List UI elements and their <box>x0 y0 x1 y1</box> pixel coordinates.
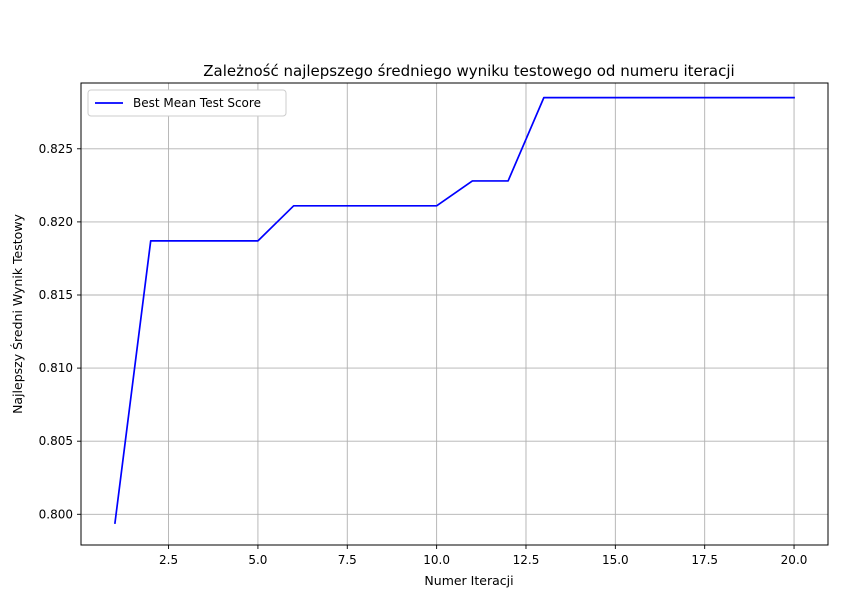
y-tick-label: 0.805 <box>39 434 73 448</box>
x-tick-label: 5.0 <box>248 553 267 567</box>
x-tick-label: 20.0 <box>781 553 808 567</box>
series-line <box>113 96 795 525</box>
axes-frame <box>80 82 829 546</box>
legend-box <box>87 89 287 117</box>
y-tick-label: 0.825 <box>39 142 73 156</box>
x-tick-label: 17.5 <box>691 553 718 567</box>
y-tick-label: 0.815 <box>39 288 73 302</box>
grid <box>81 83 828 545</box>
chart-title: Zależność najlepszego średniego wyniku t… <box>203 62 734 80</box>
y-tick-label: 0.800 <box>39 507 73 521</box>
x-axis-label: Numer Iteracji <box>424 573 513 588</box>
y-tick-label: 0.810 <box>39 361 73 375</box>
x-tick-label: 15.0 <box>602 553 629 567</box>
x-tick-label: 10.0 <box>423 553 450 567</box>
x-tick-label: 12.5 <box>513 553 540 567</box>
series-layer <box>113 96 795 525</box>
y-tick-label: 0.820 <box>39 215 73 229</box>
y-axis-label: Najlepszy Średni Wynik Testowy <box>10 213 25 413</box>
x-tick-label: 2.5 <box>159 553 178 567</box>
legend: Best Mean Test Score <box>87 89 287 117</box>
y-axis: 0.800 0.805 0.810 0.815 0.820 0.825 <box>39 142 81 521</box>
x-axis: 2.5 5.0 7.5 10.0 12.5 15.0 17.5 20.0 <box>159 545 807 567</box>
x-tick-label: 7.5 <box>338 553 357 567</box>
legend-label: Best Mean Test Score <box>133 96 261 110</box>
